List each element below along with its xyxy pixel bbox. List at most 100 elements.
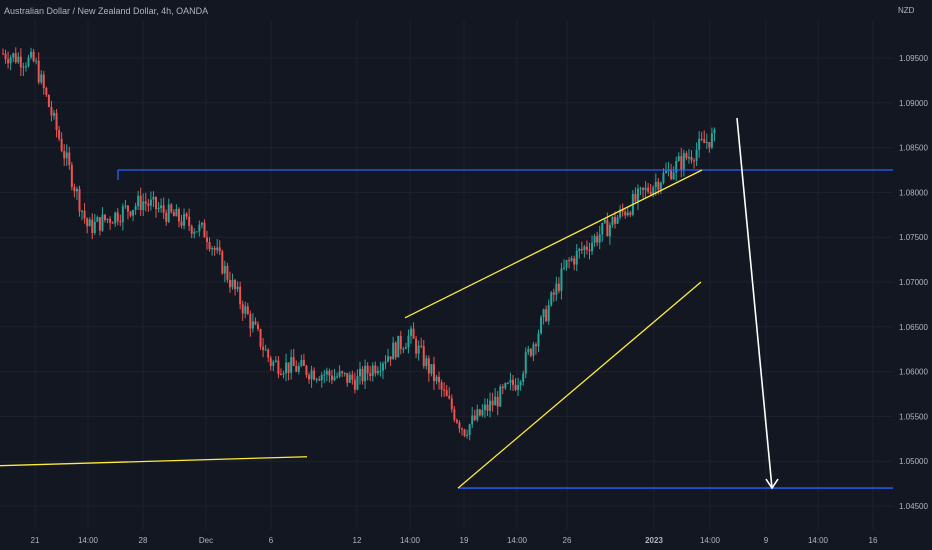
candle-body <box>463 429 466 436</box>
candle-body <box>40 74 43 83</box>
candle-body <box>353 379 356 390</box>
candle-body <box>366 365 369 374</box>
candle-body <box>310 370 313 380</box>
candle-body <box>343 372 346 374</box>
candle-body <box>675 161 678 173</box>
candle-body <box>83 210 86 219</box>
down-arrow-head <box>765 478 779 490</box>
candle-body <box>659 182 662 190</box>
candle-body <box>417 345 420 354</box>
down-arrow-shaft <box>736 117 773 489</box>
candle-body <box>522 373 525 382</box>
candle-body <box>137 195 140 207</box>
candle-body <box>601 222 604 235</box>
candle-body <box>165 212 168 222</box>
candle-body <box>614 216 616 224</box>
candle-body <box>471 415 474 425</box>
candle-body <box>30 51 33 58</box>
candle-body <box>494 396 497 406</box>
candle-body <box>575 250 578 265</box>
candle-body <box>297 365 300 372</box>
candle-body <box>65 152 68 159</box>
x-tick-label: 14:00 <box>507 536 528 545</box>
candle-body <box>35 60 38 62</box>
candle-body <box>473 415 476 420</box>
y-tick-label: 1.06000 <box>899 368 928 377</box>
candle-body <box>440 382 443 390</box>
candle-body <box>598 234 601 243</box>
candle-body <box>68 152 71 165</box>
candle-body <box>7 59 10 64</box>
candle-body <box>422 346 425 367</box>
candle-body <box>155 196 157 210</box>
candle-body <box>445 390 448 397</box>
candle-body <box>167 204 170 222</box>
candle-body <box>568 260 571 262</box>
candle-body <box>124 205 127 207</box>
candle-body <box>524 352 527 374</box>
candle-body <box>218 247 221 252</box>
x-tick-label: 14:00 <box>700 536 721 545</box>
candle-body <box>78 189 81 212</box>
x-tick-label: 9 <box>764 536 769 545</box>
candle-body <box>302 360 305 366</box>
candle-body <box>448 396 451 399</box>
candle-body <box>336 376 339 378</box>
candle-body <box>142 201 145 210</box>
candle-body <box>369 373 372 376</box>
candle-body <box>213 247 216 251</box>
candle-body <box>14 53 17 63</box>
candle-body <box>257 324 259 330</box>
candle-body <box>106 218 109 221</box>
candle-body <box>420 345 423 347</box>
candle-body <box>341 371 344 373</box>
candle-body <box>540 317 543 334</box>
candle-body <box>389 356 392 360</box>
candle-body <box>32 51 35 62</box>
candle-body <box>647 187 650 192</box>
candle-body <box>2 53 4 55</box>
candle-body <box>519 381 522 386</box>
candle-body <box>394 342 397 358</box>
candle-body <box>313 370 316 380</box>
candle-body <box>427 358 430 374</box>
candle-body <box>134 206 137 211</box>
candle-body <box>111 222 114 224</box>
candle-body <box>374 365 377 374</box>
candle-body <box>81 210 84 212</box>
candle-body <box>139 195 142 210</box>
candle-body <box>300 360 303 366</box>
candle-body <box>547 305 550 322</box>
candle-body <box>330 375 333 381</box>
candle-body <box>160 205 163 209</box>
candle-body <box>37 60 40 83</box>
candle-body <box>17 56 20 63</box>
candle-body <box>662 172 665 183</box>
candle-body <box>282 373 285 375</box>
candle-body <box>4 53 7 60</box>
candle-body <box>687 156 690 159</box>
candle-body <box>96 217 99 222</box>
candle-body <box>703 139 706 144</box>
y-tick-label: 1.06500 <box>899 323 928 332</box>
candle-body <box>53 112 55 116</box>
candle-body <box>644 187 647 191</box>
candle-body <box>170 204 173 212</box>
candle-body <box>86 218 89 227</box>
candle-body <box>677 156 680 162</box>
candle-body <box>206 237 208 243</box>
candle-body <box>264 349 267 351</box>
candle-body <box>149 199 152 206</box>
candle-body <box>634 193 637 202</box>
y-axis: 1.04500 1.05000 1.05500 1.06000 1.06500 1.070… <box>899 54 928 511</box>
candle-body <box>180 221 183 226</box>
candle-body <box>58 129 61 139</box>
candle-body <box>27 57 30 67</box>
x-tick-label: 16 <box>869 536 878 545</box>
x-tick-label: 2023 <box>645 536 663 545</box>
y-tick-label: 1.05000 <box>899 457 928 466</box>
x-tick-label: 12 <box>353 536 362 545</box>
candle-body <box>506 383 509 385</box>
candle-body <box>652 187 655 195</box>
